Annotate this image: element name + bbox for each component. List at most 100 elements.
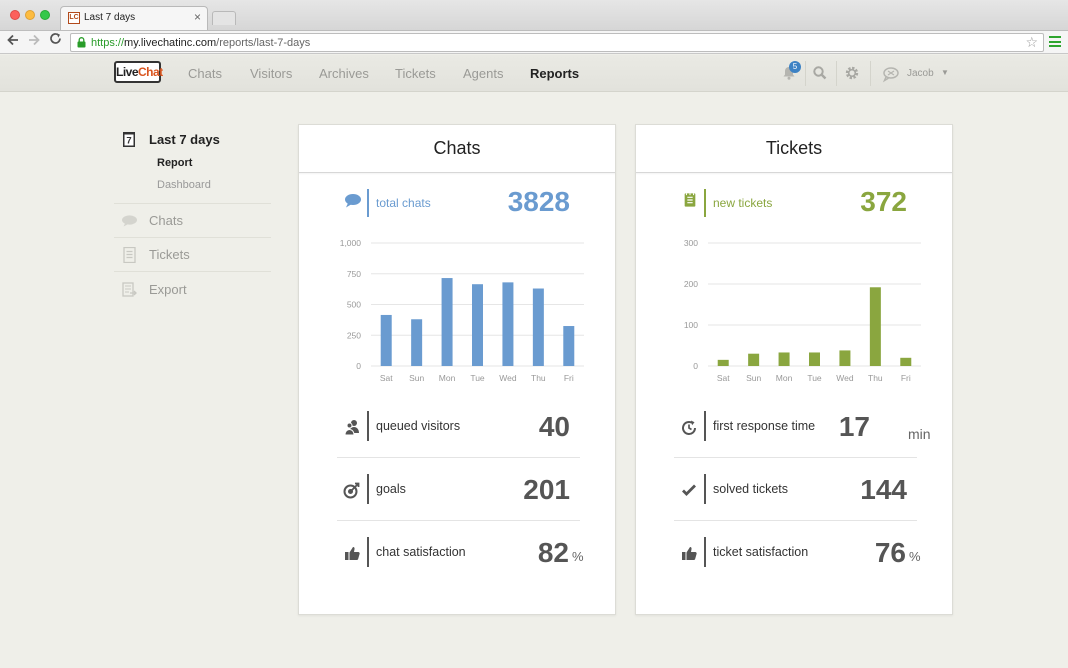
metric-divider: [367, 474, 369, 504]
sidebar-item-chats[interactable]: Chats: [149, 213, 183, 228]
chats-chart-bar-tue: [472, 284, 483, 366]
tickets-chart-bar-mon: [778, 352, 790, 366]
target-goal-icon: [343, 482, 360, 499]
total-chats-value: 3828: [507, 186, 570, 217]
search-icon[interactable]: [811, 64, 829, 82]
logo-live-text: Live: [116, 65, 139, 79]
metric-unit: min: [908, 426, 931, 442]
ticket-icon: [123, 247, 136, 263]
metric-label: goals: [376, 482, 406, 496]
chats-card: Chats total chats 3828 0 250 500 750 1,000 Sa…: [298, 124, 616, 615]
chats-chart-x-tick-label: Thu: [531, 373, 546, 383]
minimize-window-button[interactable]: [25, 10, 35, 20]
metric-separator: [337, 457, 580, 458]
sidebar-item-report[interactable]: Report: [157, 157, 193, 169]
logo-chat-text: Chat: [138, 65, 163, 79]
tickets-bar-chart: 0 100 200 300 Sat Sun Mon Tue Wed Thu Fri: [666, 233, 926, 393]
chats-chart-y-tick-label: 750: [347, 269, 361, 279]
tickets-chart-y-tick-label: 0: [693, 361, 698, 371]
metric-value: 201: [523, 474, 570, 505]
tab-title: Last 7 days: [84, 12, 136, 23]
tickets-chart-x-tick-label: Fri: [901, 373, 911, 383]
metric-divider: [704, 411, 706, 441]
tab-close-icon[interactable]: ×: [193, 10, 201, 24]
metric-separator: [337, 520, 580, 521]
nav-chats[interactable]: Chats: [188, 66, 222, 81]
browser-toolbar: https://my.livechatinc.com/reports/last-…: [0, 30, 1068, 54]
nav-archives[interactable]: Archives: [319, 66, 369, 81]
card-title-shadow: [636, 172, 952, 175]
metric-unit: %: [909, 549, 921, 564]
new-tab-button[interactable]: [212, 11, 236, 25]
tickets-chart-y-tick-label: 300: [684, 238, 698, 248]
nav-agents[interactable]: Agents: [463, 66, 504, 81]
metric-value: 17: [838, 411, 870, 442]
gear-icon[interactable]: [843, 64, 861, 82]
browser-tabbar: LC Last 7 days ×: [0, 0, 1068, 30]
metric-divider: [367, 537, 369, 567]
url-text: https://my.livechatinc.com/reports/last-…: [91, 37, 310, 49]
lock-icon: [77, 37, 86, 48]
export-icon: [122, 282, 137, 297]
url-path: /reports/last-7-days: [216, 37, 311, 49]
chats-chart-x-tick-label: Mon: [439, 373, 456, 383]
sidebar-item-dashboard[interactable]: Dashboard: [157, 179, 211, 191]
metric-unit: %: [572, 549, 584, 564]
zoom-window-button[interactable]: [40, 10, 50, 20]
nav-tickets[interactable]: Tickets: [395, 66, 436, 81]
hero-divider: [704, 189, 706, 217]
metric-first-response-time: first response time 17 min: [636, 395, 952, 458]
address-bar[interactable]: https://my.livechatinc.com/reports/last-…: [70, 33, 1044, 52]
url-scheme: https://: [91, 37, 125, 49]
response-timer-icon: [682, 420, 696, 435]
sidebar-title[interactable]: Last 7 days: [149, 132, 220, 147]
chats-chart-x-tick-label: Sat: [380, 373, 393, 383]
sidebar-divider: [114, 203, 271, 204]
chats-chart-x-tick-label: Tue: [470, 373, 485, 383]
tickets-chart-y-tick-label: 200: [684, 279, 698, 289]
chats-chart-x-tick-label: Wed: [499, 373, 517, 383]
metric-separator: [674, 457, 917, 458]
sidebar-divider: [114, 237, 271, 238]
livechat-logo[interactable]: LiveChat: [114, 61, 163, 83]
metric-value: 144: [860, 474, 907, 505]
metric-chat-satisfaction: chat satisfaction 82 %: [299, 521, 615, 584]
sidebar-item-tickets[interactable]: Tickets: [149, 247, 190, 262]
browser-tab[interactable]: LC Last 7 days ×: [60, 6, 208, 30]
queued-visitors-icon: [344, 420, 359, 436]
nav-divider: [805, 61, 806, 86]
sidebar-item-export[interactable]: Export: [149, 282, 187, 297]
metric-label: chat satisfaction: [376, 545, 466, 559]
user-menu-caret-icon[interactable]: ▼: [941, 68, 949, 77]
bookmark-star-icon[interactable]: ☆: [1025, 34, 1038, 50]
new-tickets-value: 372: [860, 186, 907, 217]
close-window-button[interactable]: [10, 10, 20, 20]
tickets-chart-bar-thu: [869, 287, 881, 366]
agent-status-chat-icon[interactable]: [882, 65, 900, 83]
tickets-chart-y-tick-label: 100: [684, 320, 698, 330]
chats-chart-bar-fri: [563, 326, 575, 366]
tickets-chart-x-tick-label: Sat: [717, 373, 730, 383]
card-title-shadow: [299, 172, 615, 175]
chats-chart-y-tick-label: 0: [356, 361, 361, 371]
calendar-icon: 7: [123, 132, 135, 147]
notification-count-badge: 5: [789, 61, 801, 73]
metric-label: first response time: [713, 419, 816, 433]
chat-bubble-icon: [345, 194, 361, 208]
metric-divider: [704, 537, 706, 567]
nav-reports[interactable]: Reports: [530, 66, 580, 81]
metric-goals: goals 201: [299, 458, 615, 521]
hero-divider: [367, 189, 369, 217]
browser-menu-icon[interactable]: [1049, 36, 1061, 47]
tickets-chart-bar-tue: [809, 352, 820, 366]
calendar-day-text: 7: [126, 136, 131, 147]
metric-solved-tickets: solved tickets 144: [636, 458, 952, 521]
reload-icon[interactable]: [49, 32, 62, 49]
thumbs-up-icon: [682, 547, 697, 560]
back-arrow-icon[interactable]: [7, 33, 19, 49]
tickets-card: Tickets new tickets 372 0 100 200 300 Sat Sun…: [635, 124, 953, 615]
user-name[interactable]: Jacob: [907, 68, 934, 79]
nav-visitors[interactable]: Visitors: [250, 66, 293, 81]
forward-arrow-icon[interactable]: [28, 33, 40, 49]
tickets-chart-bar-sun: [748, 353, 760, 366]
